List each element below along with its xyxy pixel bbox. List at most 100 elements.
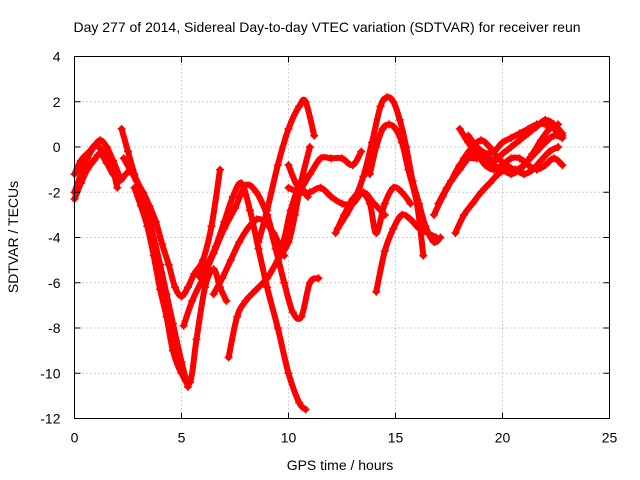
data-point-marker <box>252 285 261 294</box>
data-point-marker <box>447 176 456 185</box>
series-markers-17 <box>372 210 441 296</box>
data-point-marker <box>316 154 325 163</box>
data-point-marker <box>442 183 451 192</box>
data-point-marker <box>271 244 280 253</box>
data-point-marker <box>472 149 481 158</box>
data-point-marker <box>305 170 314 179</box>
y-tick-label: 4 <box>53 49 61 65</box>
data-point-marker <box>284 124 293 133</box>
data-point-marker <box>455 124 464 133</box>
data-point-marker <box>158 240 167 249</box>
data-point-marker <box>273 324 282 332</box>
series-line-15 <box>334 94 444 246</box>
data-point-marker <box>284 238 293 247</box>
data-point-marker <box>372 287 381 296</box>
data-point-marker <box>524 129 533 138</box>
data-point-marker <box>372 143 381 151</box>
data-point-marker <box>477 136 486 145</box>
data-point-marker <box>404 165 413 174</box>
y-axis-label: SDTVAR / TECUs <box>5 181 21 293</box>
series-markers-23 <box>451 143 563 237</box>
data-point-marker <box>263 283 272 292</box>
data-point-marker <box>549 120 558 129</box>
data-point-marker <box>168 319 177 328</box>
data-point-marker <box>489 156 498 165</box>
data-point-marker <box>498 138 507 147</box>
data-point-marker <box>252 188 261 197</box>
data-point-marker <box>228 192 237 201</box>
data-point-marker <box>391 124 400 133</box>
data-point-marker <box>273 161 282 170</box>
data-point-marker <box>459 210 468 219</box>
data-point-marker <box>515 136 524 145</box>
data-point-marker <box>192 335 201 344</box>
data-point-marker <box>419 251 428 260</box>
data-point-marker <box>485 143 494 151</box>
series-markers-22 <box>447 131 567 185</box>
data-point-marker <box>211 242 220 251</box>
series-markers-12 <box>254 97 319 247</box>
data-point-marker <box>301 405 310 414</box>
data-point-marker <box>432 233 441 242</box>
data-point-marker <box>295 398 304 407</box>
x-tick-label: 25 <box>602 430 618 446</box>
data-point-marker <box>121 170 130 179</box>
data-point-marker <box>340 210 349 219</box>
data-point-marker <box>507 133 516 142</box>
data-point-marker <box>85 147 94 156</box>
x-tick-label: 0 <box>71 430 79 446</box>
data-point-marker <box>423 228 432 237</box>
series-markers-24 <box>464 115 567 165</box>
data-point-marker <box>98 147 107 156</box>
series-markers-3 <box>70 140 122 192</box>
data-point-marker <box>434 199 443 208</box>
data-point-marker <box>541 161 550 170</box>
y-tick-label: 0 <box>53 139 61 155</box>
data-point-marker <box>168 346 177 355</box>
data-point-marker <box>359 172 368 181</box>
data-point-marker <box>297 312 306 321</box>
data-point-marker <box>102 143 111 151</box>
data-point-marker <box>179 321 188 330</box>
data-point-marker <box>515 129 524 138</box>
x-axis-label: GPS time / hours <box>287 457 394 473</box>
data-point-marker <box>537 156 546 165</box>
data-point-marker <box>216 165 225 174</box>
data-point-marker <box>156 260 165 269</box>
data-point-marker <box>327 154 336 163</box>
data-point-marker <box>237 179 246 188</box>
data-point-marker <box>254 244 263 253</box>
data-point-marker <box>119 154 128 163</box>
data-point-marker <box>498 149 507 158</box>
data-point-marker <box>406 199 415 208</box>
data-point-marker <box>76 156 85 165</box>
data-point-marker <box>198 256 207 265</box>
data-point-marker <box>143 206 152 215</box>
data-point-marker <box>254 238 263 247</box>
data-point-marker <box>164 260 173 269</box>
series-line-18 <box>332 184 414 236</box>
series-layer <box>70 93 567 414</box>
data-point-marker <box>481 149 490 158</box>
data-point-marker <box>519 170 528 179</box>
data-point-marker <box>243 224 252 233</box>
data-point-marker <box>338 199 346 208</box>
data-point-marker <box>263 274 272 283</box>
data-point-marker <box>295 102 304 111</box>
data-point-marker <box>96 136 105 145</box>
data-point-marker <box>207 222 216 231</box>
data-point-marker <box>252 215 261 224</box>
data-point-marker <box>241 296 250 305</box>
data-point-marker <box>171 283 180 292</box>
data-point-marker <box>149 233 158 242</box>
data-point-marker <box>151 217 160 226</box>
data-point-marker <box>365 199 374 208</box>
data-point-marker <box>365 170 374 179</box>
y-tick-label: -4 <box>48 230 61 246</box>
data-point-marker <box>305 188 314 197</box>
data-point-marker <box>231 204 239 213</box>
data-point-marker <box>507 143 516 151</box>
y-tick-label: -8 <box>48 320 61 336</box>
data-point-marker <box>331 228 340 237</box>
data-point-marker <box>263 206 272 215</box>
